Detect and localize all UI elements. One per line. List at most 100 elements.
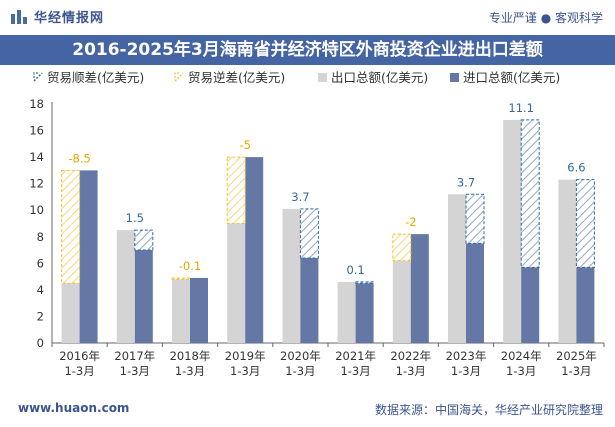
bar-group xyxy=(448,193,485,343)
y-tick-label: 10 xyxy=(29,203,44,217)
import-bar xyxy=(521,267,540,343)
bar-group xyxy=(171,277,208,343)
deficit-bar xyxy=(392,233,412,262)
footer: www.huaon.com 数据来源：中国海关，华经产业研究院整理 xyxy=(0,392,615,427)
bar-group xyxy=(116,229,154,343)
x-tick-label: 1-3月 xyxy=(396,364,426,378)
export-bar xyxy=(61,283,80,343)
y-tick-label: 0 xyxy=(37,336,44,350)
legend-item-surplus: 贸易顺差(亿美元) xyxy=(33,70,144,85)
footer-url[interactable]: www.huaon.com xyxy=(18,401,130,415)
import-bar xyxy=(355,283,374,343)
bar-group xyxy=(392,233,429,343)
import-bar xyxy=(190,277,208,343)
x-tick-label: 1-3月 xyxy=(230,364,260,378)
legend-item-deficit: 贸易逆差(亿美元) xyxy=(174,70,285,85)
y-tick-label: 4 xyxy=(37,283,44,297)
legend-swatch-frame xyxy=(174,72,180,78)
bar-group xyxy=(503,119,540,343)
balance-label: 0.1 xyxy=(346,263,364,277)
y-tick-label: 6 xyxy=(37,256,44,270)
x-tick-label: 1-3月 xyxy=(64,364,94,378)
export-bar xyxy=(172,279,190,343)
import-bar xyxy=(576,267,595,343)
bar-group xyxy=(337,281,375,343)
legend-label-import: 进口总额(亿美元) xyxy=(463,70,560,85)
chart-title: 2016-2025年3月海南省并经济特区外商投资企业进出口差额 xyxy=(0,35,615,65)
top-bar: 华经情报网 专业严谨 ● 客观科学 xyxy=(0,0,615,34)
balance-label: 6.6 xyxy=(567,161,585,175)
y-tick-label: 16 xyxy=(29,124,44,138)
legend-swatch-frame xyxy=(33,72,39,78)
balance-label: 1.5 xyxy=(126,211,144,225)
y-tick-label: 2 xyxy=(37,309,44,323)
bar-group xyxy=(61,169,98,343)
bar-chart-icon xyxy=(10,8,28,26)
legend-swatch-surplus xyxy=(33,72,43,82)
balance-label: 3.7 xyxy=(291,190,309,204)
balance-label: -5 xyxy=(239,138,250,152)
bar-group xyxy=(226,156,264,343)
legend-swatch-import xyxy=(450,73,459,82)
deficit-bar xyxy=(61,169,81,284)
legend: 贸易顺差(亿美元) 贸易逆差(亿美元) 出口总额(亿美元) 进口总额(亿美元) xyxy=(33,70,560,85)
chart: 贸易顺差(亿美元) 贸易逆差(亿美元) 出口总额(亿美元) 进口总额(亿美元) 0 2 4… xyxy=(29,70,605,378)
brand: 华经情报网 xyxy=(10,7,104,26)
brand-name: 华经情报网 xyxy=(34,11,105,26)
deficit-bar xyxy=(226,156,246,224)
export-bar xyxy=(227,223,246,343)
tagline: 专业严谨 ● 客观科学 xyxy=(488,11,603,25)
bars xyxy=(61,119,595,343)
bar-group xyxy=(558,179,595,343)
surplus-bar xyxy=(465,193,485,244)
export-bar xyxy=(282,208,301,343)
surplus-bar xyxy=(134,229,154,251)
y-tick-label: 12 xyxy=(29,177,44,191)
legend-label-deficit: 贸易逆差(亿美元) xyxy=(188,70,285,85)
legend-label-surplus: 贸易顺差(亿美元) xyxy=(47,70,144,85)
surplus-bar xyxy=(520,119,540,268)
x-tick-label: 2016年 xyxy=(59,349,100,363)
import-bar xyxy=(245,157,264,343)
x-tick-label: 2017年 xyxy=(114,349,155,363)
legend-swatch-deficit xyxy=(174,72,184,82)
x-tick-label: 1-3月 xyxy=(175,364,205,378)
deficit-bar xyxy=(171,277,191,280)
export-bar xyxy=(448,194,466,343)
legend-swatch-export xyxy=(318,73,327,82)
x-tick-label: 2024年 xyxy=(501,349,542,363)
legend-item-import: 进口总额(亿美元) xyxy=(450,70,560,85)
x-tick-label: 2023年 xyxy=(446,349,487,363)
x-tick-label: 1-3月 xyxy=(561,364,591,378)
x-tick-label: 1-3月 xyxy=(340,364,370,378)
x-tick-label: 1-3月 xyxy=(506,364,536,378)
x-tick-label: 1-3月 xyxy=(285,364,315,378)
legend-label-export: 出口总额(亿美元) xyxy=(331,70,428,85)
data-labels: -8.5 1.5 -0.1 -5 3.7 0.1 -2 3.7 11.1 6.6 xyxy=(68,101,585,277)
bar-group xyxy=(282,208,319,343)
import-bar xyxy=(134,250,153,343)
x-tick-label: 1-3月 xyxy=(451,364,481,378)
y-tick-label: 14 xyxy=(29,150,44,164)
import-bar xyxy=(79,170,98,343)
balance-label: -2 xyxy=(405,215,416,229)
y-tick-label: 18 xyxy=(29,97,44,111)
surplus-bar xyxy=(299,208,319,259)
x-tick-label: 2018年 xyxy=(170,349,211,363)
x-tick-label: 2019年 xyxy=(225,349,266,363)
import-bar xyxy=(300,258,319,343)
x-tick-label: 2025年 xyxy=(556,349,597,363)
import-bar xyxy=(466,243,484,343)
balance-label: -0.1 xyxy=(179,259,201,273)
balance-label: 3.7 xyxy=(457,175,475,189)
data-source: 数据来源：中国海关，华经产业研究院整理 xyxy=(374,403,603,417)
x-tick-label: 2021年 xyxy=(335,349,376,363)
export-bar xyxy=(116,230,135,343)
export-bar xyxy=(503,119,522,343)
surplus-bar xyxy=(355,281,375,284)
import-bar xyxy=(410,234,429,343)
x-tick-label: 2020年 xyxy=(280,349,321,363)
legend-item-export: 出口总额(亿美元) xyxy=(318,70,428,85)
export-bar xyxy=(337,281,356,343)
balance-label: -8.5 xyxy=(68,151,90,165)
